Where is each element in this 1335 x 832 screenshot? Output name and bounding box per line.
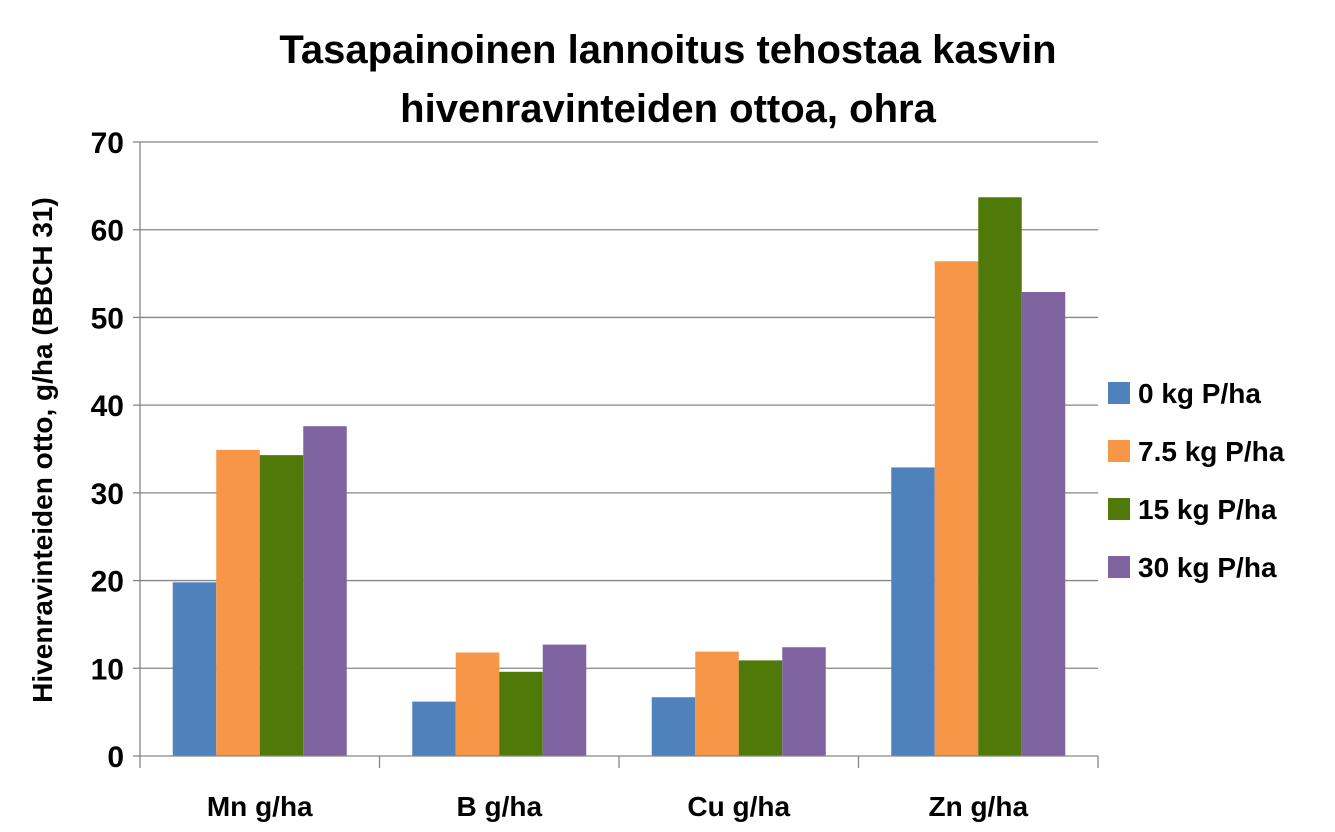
legend-label: 7.5 kg P/ha <box>1138 436 1285 467</box>
bar <box>738 660 783 756</box>
x-tick-label: Mn g/ha <box>207 791 313 822</box>
bar <box>412 701 456 756</box>
bar <box>695 651 739 756</box>
x-tick-label: Cu g/ha <box>687 791 790 822</box>
y-tick-label: 50 <box>91 302 124 335</box>
y-axis-label: Hivenravinteiden otto, g/ha (BBCH 31) <box>27 197 58 703</box>
legend-label: 15 kg P/ha <box>1138 494 1277 525</box>
bar <box>934 261 979 756</box>
bar <box>303 426 347 756</box>
legend-swatch <box>1108 556 1130 578</box>
y-tick-label: 30 <box>91 478 124 511</box>
bar <box>782 647 826 756</box>
y-tick-label: 10 <box>91 653 124 686</box>
legend-swatch <box>1108 498 1130 520</box>
bar <box>651 697 696 756</box>
legend-swatch <box>1108 440 1130 462</box>
legend-swatch <box>1108 382 1130 404</box>
y-tick-label: 40 <box>91 390 124 423</box>
legend-label: 30 kg P/ha <box>1138 552 1277 583</box>
x-tick-label: B g/ha <box>456 791 542 822</box>
bar <box>172 582 217 756</box>
x-tick-label: Zn g/ha <box>928 791 1028 822</box>
y-tick-label: 0 <box>107 741 124 774</box>
legend-label: 0 kg P/ha <box>1138 378 1261 409</box>
chart-title-line-1: Tasapainoinen lannoitus tehostaa kasvin <box>279 28 1056 72</box>
y-tick-label: 20 <box>91 566 124 599</box>
y-tick-label: 60 <box>91 215 124 248</box>
bar <box>542 644 587 756</box>
bar <box>259 455 304 756</box>
bar <box>455 652 500 756</box>
bar <box>1021 291 1066 756</box>
chart-title-line-2: hivenravinteiden ottoa, ohra <box>400 87 936 131</box>
bar <box>978 197 1022 756</box>
y-tick-label: 70 <box>91 127 124 160</box>
bar <box>499 671 543 756</box>
bar <box>891 467 935 756</box>
bar <box>216 449 260 756</box>
